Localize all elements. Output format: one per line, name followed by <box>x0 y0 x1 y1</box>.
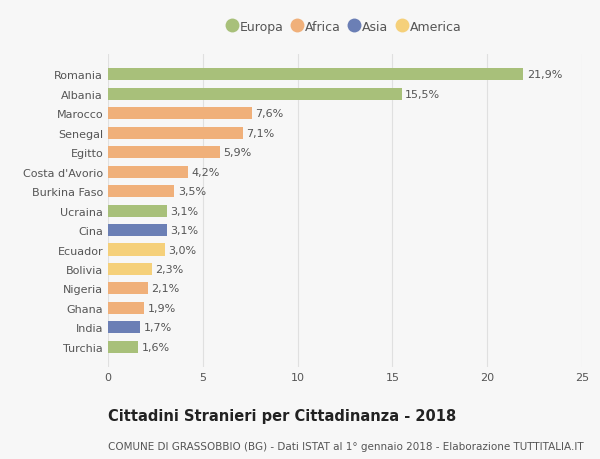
Bar <box>108 224 167 236</box>
Text: 1,6%: 1,6% <box>142 342 170 352</box>
Text: 3,1%: 3,1% <box>170 206 199 216</box>
Text: 4,2%: 4,2% <box>191 168 220 177</box>
Text: 15,5%: 15,5% <box>405 90 440 100</box>
Text: COMUNE DI GRASSOBBIO (BG) - Dati ISTAT al 1° gennaio 2018 - Elaborazione TUTTITA: COMUNE DI GRASSOBBIO (BG) - Dati ISTAT a… <box>108 441 584 451</box>
Bar <box>108 186 175 198</box>
Text: 2,1%: 2,1% <box>151 284 179 294</box>
Bar <box>108 108 252 120</box>
Bar <box>108 322 140 334</box>
Bar <box>108 89 402 101</box>
Bar <box>108 128 242 140</box>
Text: 21,9%: 21,9% <box>527 70 562 80</box>
Text: 7,6%: 7,6% <box>256 109 284 119</box>
Text: 3,1%: 3,1% <box>170 225 199 235</box>
Bar <box>108 302 144 314</box>
Bar <box>108 263 152 275</box>
Bar <box>108 166 188 179</box>
Text: Cittadini Stranieri per Cittadinanza - 2018: Cittadini Stranieri per Cittadinanza - 2… <box>108 409 456 424</box>
Text: 5,9%: 5,9% <box>223 148 251 158</box>
Bar <box>108 283 148 295</box>
Bar <box>108 244 165 256</box>
Text: 3,5%: 3,5% <box>178 187 206 197</box>
Text: 7,1%: 7,1% <box>246 129 274 139</box>
Text: 2,3%: 2,3% <box>155 264 183 274</box>
Text: 1,9%: 1,9% <box>148 303 176 313</box>
Bar <box>108 69 523 81</box>
Text: 3,0%: 3,0% <box>168 245 196 255</box>
Text: 1,7%: 1,7% <box>143 323 172 333</box>
Bar <box>108 341 139 353</box>
Bar <box>108 147 220 159</box>
Legend: Europa, Africa, Asia, America: Europa, Africa, Asia, America <box>229 21 461 34</box>
Bar <box>108 205 167 217</box>
